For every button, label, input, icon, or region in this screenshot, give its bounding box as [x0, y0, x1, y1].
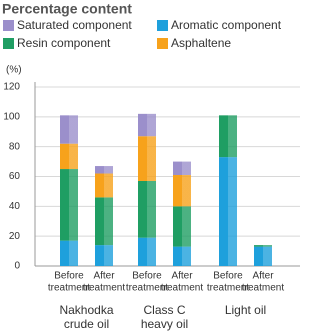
legend-label: Aromatic component: [171, 18, 282, 32]
bar-segment: [219, 157, 237, 266]
chart-title: Percentage content: [2, 1, 132, 17]
group-label: heavy oil: [141, 317, 188, 331]
bar-segment: [95, 173, 113, 198]
legend-swatch: [3, 38, 14, 49]
y-tick-label: 40: [9, 201, 21, 212]
legend-swatch: [157, 20, 168, 31]
bar-segment: [95, 166, 113, 174]
y-tick-label: 120: [3, 82, 20, 93]
group-label: Light oil: [225, 303, 266, 317]
group-label: Nakhodka: [59, 303, 113, 317]
x-tick-label: treatment: [48, 283, 90, 294]
y-tick-label: 20: [9, 231, 21, 242]
chart: Percentage content (%) Aromatic componen…: [2, 1, 300, 331]
bar-segment: [173, 206, 191, 247]
legend-label: Saturated component: [17, 18, 132, 32]
y-tick-label: 0: [14, 261, 20, 272]
bar-segment: [173, 175, 191, 207]
bar-segment: [60, 240, 78, 266]
legend-label: Asphaltene: [171, 36, 231, 50]
bar-segment: [173, 161, 191, 176]
x-tick-label: Before: [213, 271, 243, 282]
bar-segment: [138, 180, 156, 238]
legend-label: Resin component: [17, 36, 111, 50]
bar-segment: [254, 245, 272, 247]
bar-segment: [60, 143, 78, 170]
x-tick-label: After: [93, 271, 115, 282]
x-tick-label: treatment: [207, 283, 249, 294]
legend-swatch: [157, 38, 168, 49]
x-tick-label: Before: [132, 271, 162, 282]
x-tick-label: treatment: [242, 283, 284, 294]
y-axis-label: (%): [6, 65, 22, 76]
x-tick-label: treatment: [161, 283, 203, 294]
bar-segment: [95, 245, 113, 266]
group-label: crude oil: [64, 317, 109, 331]
x-tick-label: After: [171, 271, 193, 282]
bar-segment: [60, 169, 78, 241]
y-tick-label: 100: [3, 111, 20, 122]
group-label: Class C: [143, 303, 185, 317]
y-tick-label: 60: [9, 171, 21, 182]
bar-segment: [138, 113, 156, 137]
bar-segment: [138, 237, 156, 266]
legend-swatch: [3, 20, 14, 31]
x-tick-label: treatment: [83, 283, 125, 294]
bar-segment: [95, 197, 113, 246]
bar-segment: [219, 115, 237, 158]
bar-segment: [138, 136, 156, 181]
bar-segment: [254, 246, 272, 266]
bar-segment: [60, 115, 78, 144]
x-tick-label: Before: [54, 271, 84, 282]
bar-segment: [173, 246, 191, 266]
y-tick-label: 80: [9, 141, 21, 152]
x-tick-label: After: [252, 271, 274, 282]
x-tick-label: treatment: [126, 283, 168, 294]
